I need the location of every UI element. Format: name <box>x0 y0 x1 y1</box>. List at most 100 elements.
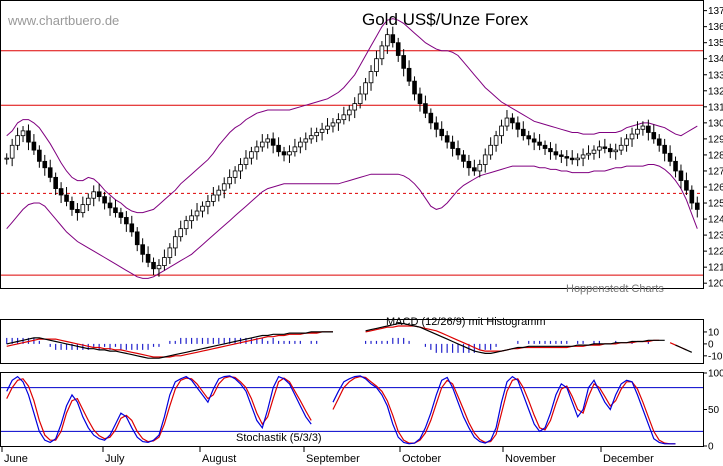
price-tick-label-1210: 1210 <box>708 263 723 274</box>
chart-title: Gold US$/Unze Forex <box>362 10 529 29</box>
month-label-3: September <box>306 453 360 465</box>
candle-body-36 <box>200 205 205 212</box>
candle-body-43 <box>238 164 243 172</box>
candle-body-103 <box>564 156 570 159</box>
candle-body-81 <box>444 135 450 143</box>
candle-body-20 <box>113 207 118 214</box>
candle-body-27 <box>151 261 156 270</box>
candle-body-86 <box>472 167 477 172</box>
bollinger-upper-band <box>6 18 698 214</box>
candle-body-51 <box>281 151 287 156</box>
candle-body-113 <box>618 144 624 151</box>
price-tick-label-1370: 1370 <box>708 6 723 17</box>
candle-body-68 <box>374 58 379 72</box>
candle-body-108 <box>591 149 597 154</box>
candle-body-91 <box>499 125 504 137</box>
candle-body-3 <box>20 130 26 137</box>
candle-body-34 <box>189 215 194 222</box>
candle-body-88 <box>482 154 488 165</box>
candle-body-83 <box>455 148 461 156</box>
price-layer <box>1 18 703 279</box>
bollinger-lower-band <box>6 164 698 279</box>
candle-body-6 <box>37 149 42 162</box>
price-tick-label-1200: 1200 <box>708 279 723 290</box>
candle-body-4 <box>26 130 31 143</box>
month-label-1: July <box>105 453 125 465</box>
candle-body-93 <box>510 117 515 124</box>
candle-body-109 <box>597 146 602 151</box>
stoch-tick-label-100: 100 <box>708 369 723 380</box>
price-tick-label-1240: 1240 <box>708 215 723 226</box>
candle-body-10 <box>58 188 64 196</box>
candle-body-114 <box>624 138 629 146</box>
stochastic-title: Stochastik (5/3/3) <box>236 432 322 444</box>
price-tick-label-1230: 1230 <box>708 231 723 242</box>
candle-body-41 <box>227 176 232 185</box>
candle-body-48 <box>265 138 271 143</box>
candle-body-52 <box>287 151 292 156</box>
candle-body-32 <box>178 228 184 238</box>
price-tick-label-1310: 1310 <box>708 102 723 113</box>
candle-body-46 <box>254 146 260 153</box>
candle-body-53 <box>292 146 298 153</box>
candle-body-95 <box>520 128 526 137</box>
candle-body-127 <box>694 202 700 210</box>
candle-body-97 <box>531 138 537 143</box>
candle-body-61 <box>336 119 341 124</box>
candle-body-101 <box>553 151 559 156</box>
month-label-2: August <box>202 453 236 465</box>
footer-credit: Hoppenstedt Charts <box>566 283 664 295</box>
candle-body-58 <box>319 128 325 133</box>
candle-body-121 <box>662 144 667 154</box>
candle-body-80 <box>439 128 445 137</box>
candle-body-72 <box>395 42 401 56</box>
stochastic-layer <box>1 375 703 445</box>
candle-body-23 <box>129 223 135 233</box>
candle-body-94 <box>515 122 521 130</box>
price-tick-label-1280: 1280 <box>708 150 723 161</box>
candle-body-123 <box>673 160 678 172</box>
candle-body-124 <box>678 170 684 181</box>
candle-body-25 <box>140 244 145 255</box>
candle-body-65 <box>357 93 363 105</box>
price-tick-label-1290: 1290 <box>708 134 723 145</box>
candle-body-22 <box>124 217 129 225</box>
price-tick-label-1260: 1260 <box>708 182 723 193</box>
macd-tick-label-0: 0 <box>708 339 714 350</box>
price-tick-label-1350: 1350 <box>708 38 723 49</box>
candle-body-78 <box>428 112 434 124</box>
watermark: www.chartbuero.de <box>7 13 119 28</box>
candle-body-59 <box>325 125 330 130</box>
candle-body-104 <box>569 157 575 161</box>
candle-body-79 <box>433 122 439 130</box>
candle-body-96 <box>526 135 532 140</box>
candle-body-118 <box>646 125 651 133</box>
macd-panel-frame <box>0 319 704 364</box>
candle-body-26 <box>145 253 151 263</box>
candle-body-15 <box>85 197 91 206</box>
candle-body-5 <box>31 141 37 151</box>
macd-layer <box>6 323 693 359</box>
candle-body-100 <box>548 148 553 153</box>
candle-body-92 <box>504 117 510 127</box>
candle-body-47 <box>259 141 265 148</box>
candle-body-50 <box>276 144 281 153</box>
month-label-0: June <box>4 453 28 465</box>
price-tick-label-1270: 1270 <box>708 166 723 177</box>
candle-body-98 <box>537 141 542 146</box>
macd-tick-label--10: -10 <box>708 351 723 362</box>
candle-body-19 <box>107 202 113 209</box>
stoch-tick-label-50: 50 <box>708 405 720 416</box>
candle-body-119 <box>651 132 657 140</box>
macd-tick-label-10: 10 <box>708 327 720 338</box>
candle-body-21 <box>118 212 124 218</box>
candle-body-110 <box>602 146 608 149</box>
candle-body-9 <box>53 176 58 189</box>
candle-body-8 <box>47 167 53 178</box>
candle-body-75 <box>412 80 417 95</box>
candle-body-116 <box>635 128 640 135</box>
candle-body-11 <box>64 194 69 202</box>
candle-body-120 <box>656 138 662 146</box>
price-tick-label-1300: 1300 <box>708 118 723 129</box>
candle-body-24 <box>134 231 140 246</box>
